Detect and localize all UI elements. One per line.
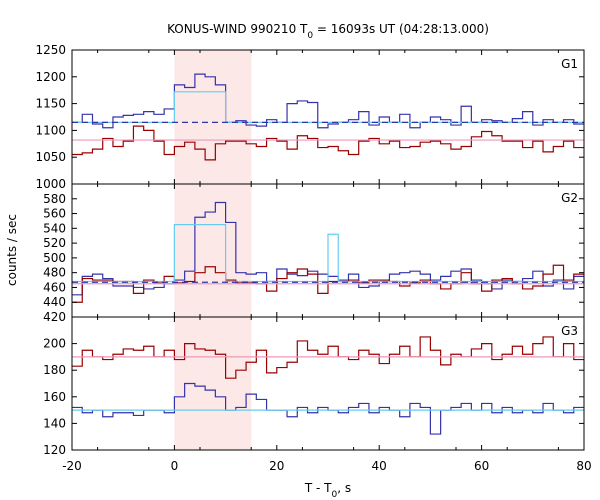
y-tick-label: 1050 bbox=[35, 150, 66, 164]
y-tick-label: 1000 bbox=[35, 177, 66, 191]
highlight-band bbox=[174, 184, 252, 317]
x-tick-label: 20 bbox=[269, 459, 284, 473]
y-tick-label: 120 bbox=[43, 443, 66, 457]
panel-frame bbox=[71, 49, 585, 185]
chart-title-sub: 0 bbox=[307, 31, 313, 41]
y-tick-label: 1150 bbox=[35, 97, 66, 111]
panel-g3: 120 140 160 180 200 G3 bbox=[43, 316, 585, 457]
x-tick-label: 40 bbox=[372, 459, 387, 473]
chart-title: KONUS-WIND 990210 T0 = 16093s UT (04:28:… bbox=[167, 22, 489, 41]
series-red-g3 bbox=[72, 336, 584, 379]
y-tick-label: 160 bbox=[43, 390, 66, 404]
x-tick-label: -20 bbox=[62, 459, 82, 473]
x-axis-label: T - T0, s bbox=[304, 481, 351, 500]
series-blue-g1 bbox=[72, 73, 584, 129]
series-cyan-g2 bbox=[72, 224, 584, 283]
y-tick-label: 200 bbox=[43, 337, 66, 351]
series-red-g1 bbox=[72, 125, 584, 161]
highlight-band bbox=[174, 50, 252, 184]
panel-label: G3 bbox=[561, 324, 578, 338]
y-tick-label: 1100 bbox=[35, 123, 66, 137]
y-tick-label: 560 bbox=[43, 207, 66, 221]
x-axis-label-suffix: , s bbox=[337, 481, 351, 495]
chart-title-suffix: = 16093s UT (04:28:13.000) bbox=[313, 22, 489, 36]
y-tick-label: 500 bbox=[43, 251, 66, 265]
x-axis-label-prefix: T - T bbox=[304, 481, 332, 495]
series-cyan-g1 bbox=[72, 91, 584, 123]
y-tick-label: 140 bbox=[43, 416, 66, 430]
y-tick-label: 540 bbox=[43, 221, 66, 235]
x-tick-label: 80 bbox=[576, 459, 591, 473]
plot-area: 100010501100115012001250G142044046048050… bbox=[35, 43, 591, 473]
y-tick-label: 580 bbox=[43, 192, 66, 206]
y-tick-label: 1250 bbox=[35, 43, 66, 57]
panel-label: G1 bbox=[561, 57, 578, 71]
panel-frame bbox=[71, 316, 585, 451]
y-tick-label: 420 bbox=[43, 310, 66, 324]
x-tick-label: 0 bbox=[171, 459, 179, 473]
y-tick-label: 520 bbox=[43, 236, 66, 250]
y-tick-label: 1200 bbox=[35, 70, 66, 84]
y-tick-label: 460 bbox=[43, 280, 66, 294]
x-axis-label-sub: 0 bbox=[332, 490, 338, 500]
panel-series-group bbox=[72, 201, 584, 303]
chart-title-prefix: KONUS-WIND 990210 T bbox=[167, 22, 308, 36]
panel-g1: 1000 1050 1100 1150 1200 1250 G1 bbox=[35, 43, 585, 191]
panel-series-group bbox=[72, 73, 584, 161]
y-axis-label: counts / sec bbox=[5, 214, 19, 286]
y-tick-label: 180 bbox=[43, 363, 66, 377]
x-tick-label: 60 bbox=[474, 459, 489, 473]
series-blue-g3 bbox=[72, 382, 584, 435]
panel-series-group bbox=[72, 336, 584, 435]
y-tick-label: 440 bbox=[43, 295, 66, 309]
y-tick-label: 480 bbox=[43, 266, 66, 280]
panel-label: G2 bbox=[561, 191, 578, 205]
